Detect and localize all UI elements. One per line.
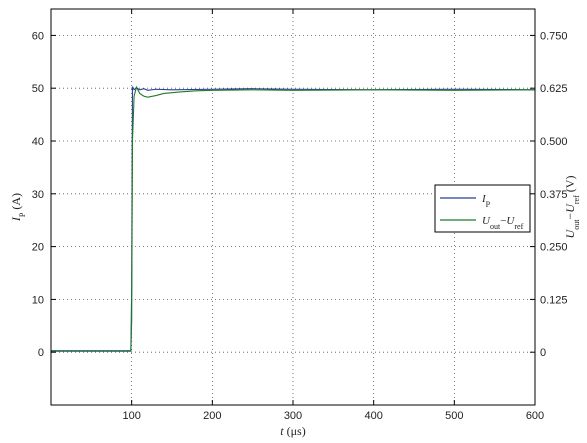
y-left-tick-label: 20 <box>32 242 44 254</box>
x-tick-label: 500 <box>445 410 463 422</box>
x-tick-label: 200 <box>203 410 221 422</box>
x-tick-label: 300 <box>284 410 302 422</box>
y-left-tick-label: 40 <box>32 136 44 148</box>
x-tick-label: 600 <box>526 410 544 422</box>
y-right-tick-label: 0.250 <box>540 242 568 254</box>
x-tick-label: 100 <box>122 410 140 422</box>
y-axis-left-title: IP (A) <box>9 193 27 222</box>
y-left-tick-label: 10 <box>32 294 44 306</box>
y-right-tick-label: 0.375 <box>540 189 568 201</box>
legend: IP Uout−Uref <box>434 184 531 233</box>
tick-labels: 100 200 300 400 500 600010203040506000.1250.2… <box>32 30 568 422</box>
y-right-tick-label: 0 <box>540 347 546 359</box>
y-right-tick-label: 0.750 <box>540 30 568 42</box>
x-axis-title: t (μs) <box>280 424 305 438</box>
series-line-uout-uref <box>51 85 536 352</box>
y-left-tick-label: 60 <box>32 30 44 42</box>
y-left-tick-label: 0 <box>38 347 44 359</box>
legend-label: IP <box>481 193 491 209</box>
y-right-tick-label: 0.625 <box>540 83 568 95</box>
y-right-tick-label: 0.500 <box>540 136 568 148</box>
y-left-tick-label: 50 <box>32 83 44 95</box>
x-tick-label: 400 <box>364 410 382 422</box>
legend-box <box>434 184 531 233</box>
y-right-tick-label: 0.125 <box>540 294 568 306</box>
legend-label: Uout−Uref <box>482 215 524 231</box>
y-axis-right-title: Uout−Uref (V) <box>563 176 581 239</box>
ticks <box>51 9 536 406</box>
y-left-tick-label: 30 <box>32 189 44 201</box>
series-lines <box>51 85 536 352</box>
